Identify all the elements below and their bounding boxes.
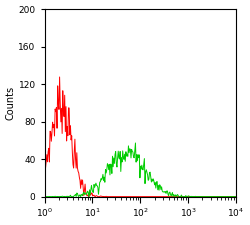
Y-axis label: Counts: Counts — [6, 86, 16, 120]
